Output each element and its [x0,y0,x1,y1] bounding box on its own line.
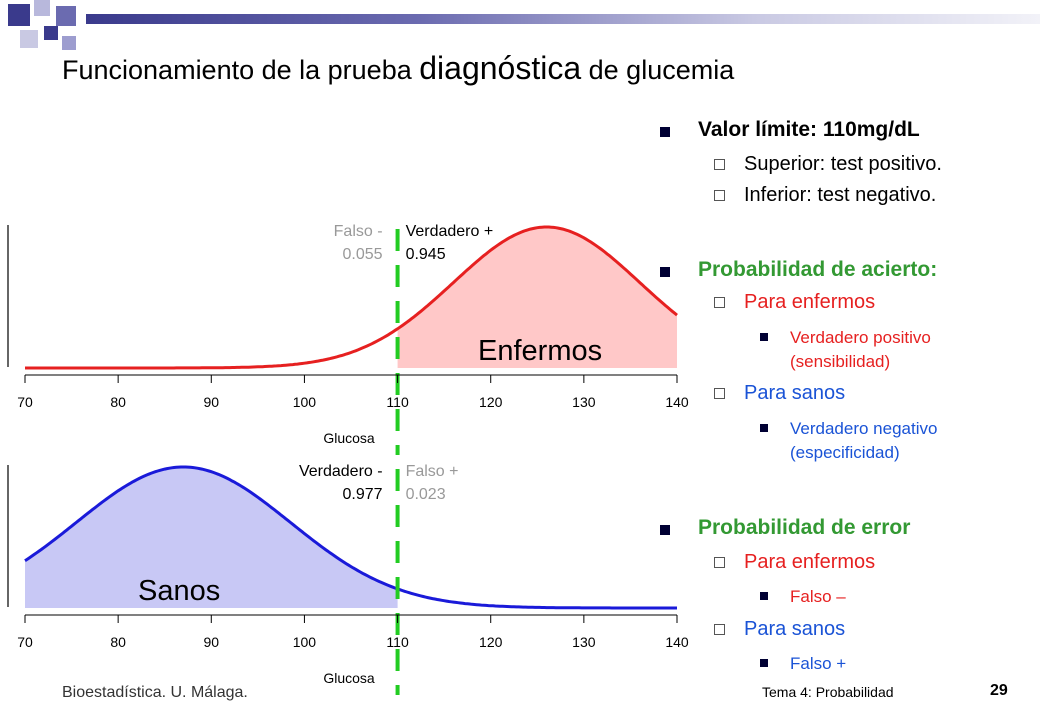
left-prob-value: 0.055 [343,246,383,263]
footer-source: Bioestadística. U. Málaga. [62,684,248,701]
x-tick-label: 120 [479,394,503,410]
page-number: 29 [990,682,1008,699]
x-tick-label: 90 [203,394,219,410]
enfermos-distribution-chart: 70 80 90 100 110 120 130 140 Glucosa Enfermos Fals… [7,223,689,455]
x-axis-label: Glucosa [323,430,375,446]
x-tick-label: 90 [203,634,219,650]
x-axis-label: Glucosa [323,670,375,686]
header-bar [86,14,1040,24]
x-tick-label: 140 [665,634,689,650]
slide-title: Funcionamiento de la prueba diagnóstica … [62,50,735,86]
x-tick-label: 80 [110,634,126,650]
sanos-distribution-chart: 70 80 90 100 110 120 130 140 Glucosa Sanos Verdade… [7,463,689,695]
footer-topic: Tema 4: Probabilidad [762,684,894,700]
chart-region-title: Sanos [138,575,220,607]
x-tick-label: 80 [110,394,126,410]
right-prob-value: 0.945 [406,246,446,263]
sanos-shaded-area [25,467,398,608]
x-tick-label: 110 [386,634,409,650]
enfermos-density-curve [25,225,678,370]
right-prob-value: 0.023 [406,486,446,503]
chart-region-title: Enfermos [478,335,602,367]
x-tick-label: 120 [479,634,503,650]
enfermos-shaded-area [397,227,677,368]
right-prob-name: Falso + [406,463,459,480]
x-tick-label: 130 [572,394,596,410]
left-prob-name: Falso - [334,223,383,240]
left-prob-value: 0.977 [343,486,383,503]
x-tick-label: 100 [293,394,317,410]
x-tick-label: 70 [17,634,33,650]
x-tick-label: 130 [572,634,596,650]
x-tick-label: 140 [665,394,689,410]
left-prob-name: Verdadero - [299,463,383,480]
x-tick-label: 70 [17,394,33,410]
x-tick-label: 100 [293,634,317,650]
x-tick-label: 110 [386,394,409,410]
right-prob-name: Verdadero + [406,223,494,240]
sanos-density-curve [24,465,677,610]
